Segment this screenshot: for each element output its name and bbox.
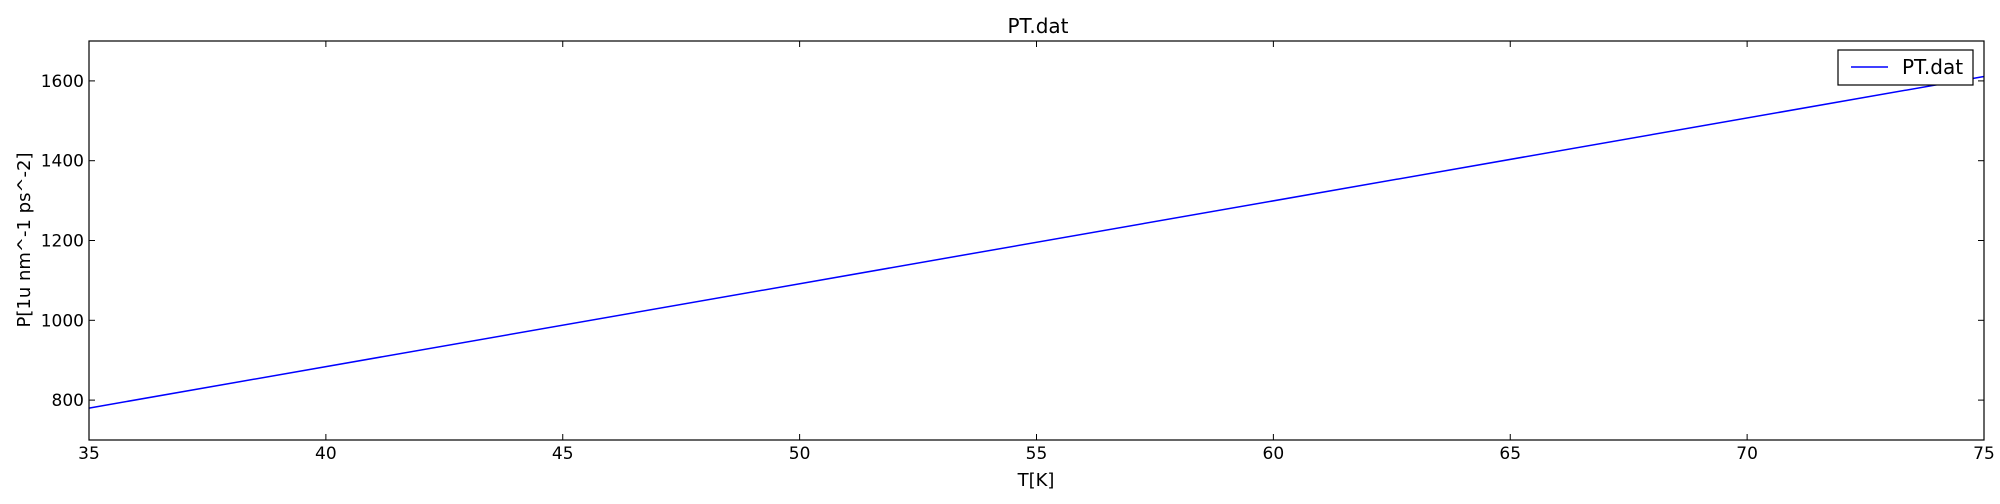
y-tick-label: 1000 <box>41 311 84 331</box>
y-tick-label: 1600 <box>41 72 84 92</box>
y-tick-label: 1200 <box>41 232 84 252</box>
x-tick-label: 70 <box>1736 444 1758 464</box>
x-tick-label: 75 <box>1973 444 1995 464</box>
x-tick-label: 35 <box>78 444 100 464</box>
x-tick-label: 50 <box>789 444 811 464</box>
y-tick-label: 1400 <box>41 152 84 172</box>
axis-ticks: 35 40 45 50 55 60 65 70 75 800 1000 1200 1400 1600 <box>41 41 1995 464</box>
x-axis-label: T[K] <box>1017 470 1055 491</box>
y-tick-label: 800 <box>52 391 84 411</box>
legend: PT.dat <box>1837 49 1974 86</box>
series-line-0 <box>88 75 1985 409</box>
x-tick-label: 60 <box>1263 444 1285 464</box>
plot-frame <box>88 40 1985 441</box>
plot-area <box>88 75 1985 409</box>
x-tick-label: 55 <box>1026 444 1048 464</box>
x-tick-label: 40 <box>315 444 337 464</box>
y-axis-label: P[1u nm^-1 ps^-2] <box>14 152 35 327</box>
x-tick-label: 65 <box>1499 444 1521 464</box>
x-tick-label: 45 <box>552 444 574 464</box>
chart-title: PT.dat <box>1007 14 1068 38</box>
legend-label: PT.dat <box>1902 55 1963 79</box>
